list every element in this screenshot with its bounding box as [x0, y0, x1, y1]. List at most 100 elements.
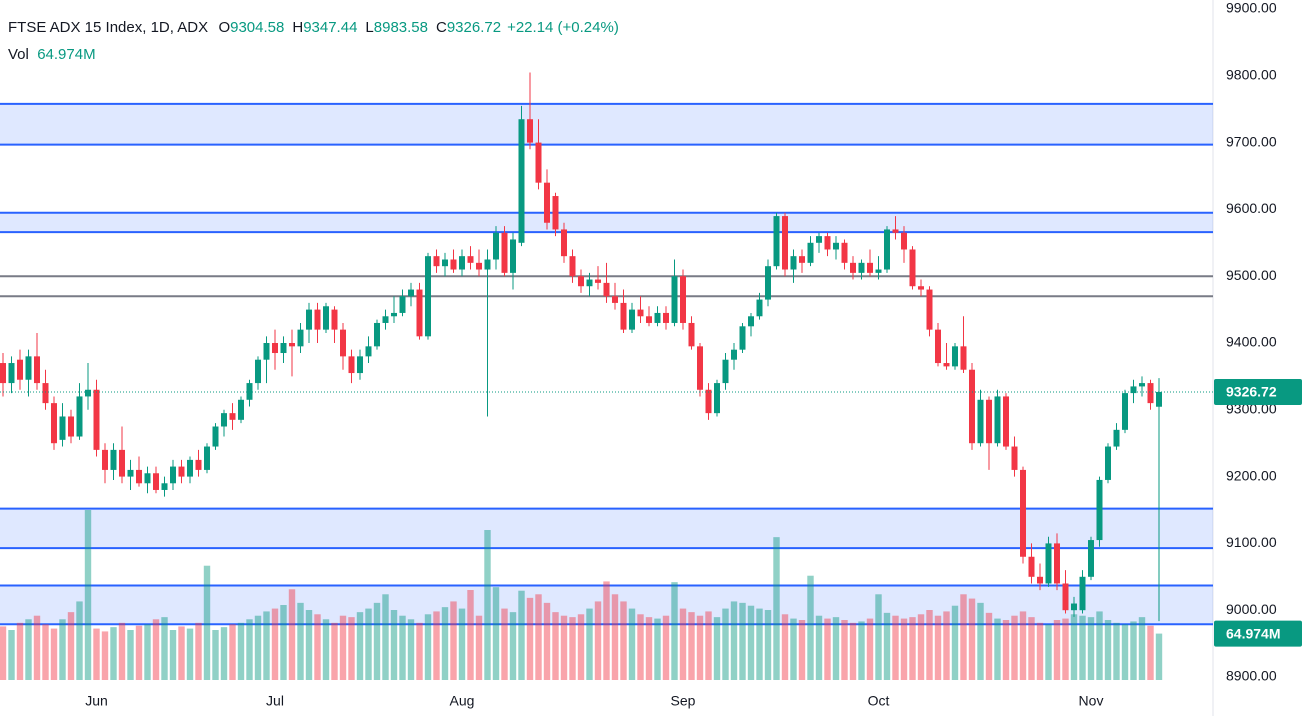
volume-bar [849, 622, 857, 680]
volume-bar [212, 630, 219, 680]
volume-bar [1002, 620, 1010, 680]
change: +22.14 (+0.24%) [507, 19, 619, 36]
candle-body [841, 242, 848, 263]
candle-body [697, 346, 703, 390]
field-key: H [292, 19, 304, 36]
candle-body [331, 309, 338, 330]
volume-bar [628, 608, 636, 680]
volume-bar [50, 628, 58, 680]
candle-body [450, 259, 457, 270]
zone [0, 508, 1213, 549]
volume-bar [33, 615, 41, 680]
volume-bar [1070, 614, 1078, 680]
candle-body [773, 216, 780, 267]
candle-body [986, 399, 992, 444]
candle-body [833, 242, 839, 250]
candle-body [603, 282, 610, 297]
volume-bar [441, 607, 449, 680]
candle-body [501, 232, 508, 273]
candle-body [153, 473, 159, 490]
candle-body [229, 413, 236, 420]
volume-bar [220, 627, 228, 680]
candle-body [654, 312, 661, 323]
candle-body [127, 469, 134, 477]
volume-bar [892, 615, 899, 680]
volume-bar [8, 630, 15, 680]
candle-body [484, 259, 491, 270]
candle-body [382, 316, 389, 323]
volume-bar [356, 612, 364, 680]
volume-bar [263, 611, 270, 680]
volume-bar [620, 601, 627, 680]
candle-body [731, 349, 737, 360]
candle-body [620, 302, 627, 330]
volume-bar [110, 627, 117, 680]
volume-bar [577, 614, 585, 680]
volume-bar [152, 619, 160, 680]
volume-bar [84, 510, 92, 680]
volume-bar [883, 612, 891, 680]
volume-bar [1045, 624, 1052, 680]
volume-bar [1155, 633, 1163, 680]
x-tick-label: Sep [671, 693, 696, 709]
volume-bar [781, 614, 789, 680]
volume-bar [161, 617, 168, 680]
candle-body [1088, 540, 1094, 577]
candle-body [178, 466, 185, 477]
candle-body [246, 383, 253, 400]
candle-body [0, 363, 6, 384]
x-tick-label: Jun [85, 693, 108, 709]
volume-bar [42, 624, 49, 680]
volume-bar [331, 622, 338, 680]
volume-bar [611, 594, 619, 680]
candle-body [909, 249, 916, 287]
volume-bar [713, 617, 721, 680]
volume-bar [985, 612, 993, 680]
candle-body [952, 346, 958, 367]
vol-key: Vol [8, 46, 29, 63]
field-value: 9304.58 [230, 19, 285, 36]
last-price-label: 9326.72 [1226, 384, 1277, 400]
volume-bar [841, 620, 848, 680]
candle-body [42, 383, 49, 404]
volume-bar [16, 622, 24, 680]
volume-bar [271, 608, 279, 680]
ohlc-fields: O9304.58 H9347.44 L8983.58 C9326.72 [216, 19, 507, 36]
candle-body [110, 449, 117, 470]
volume-bar [730, 601, 738, 680]
candle-body [935, 329, 941, 364]
y-tick-label: 9200.00 [1226, 467, 1277, 483]
y-tick-label: 9500.00 [1226, 267, 1277, 283]
legend: FTSE ADX 15 Index, 1D, ADX O9304.58 H9347… [8, 14, 625, 68]
candle-body [756, 299, 763, 317]
candle-body [323, 306, 329, 330]
volume-bar [535, 594, 542, 680]
candle-body [960, 346, 967, 370]
volume-bar [450, 601, 457, 680]
candle-body [297, 329, 304, 347]
volume-bar [662, 615, 670, 680]
volume-bar [552, 612, 559, 680]
volume-bar [560, 615, 568, 680]
volume-bar [586, 608, 593, 680]
y-tick-label: 9700.00 [1226, 133, 1277, 149]
zone [0, 103, 1213, 145]
candle-body [561, 229, 567, 257]
volume-bar [977, 602, 984, 680]
volume-bar [645, 617, 653, 680]
candle-body [416, 289, 423, 337]
candle-body [646, 316, 652, 323]
candle-body [34, 356, 40, 384]
field-key: C [436, 19, 447, 36]
candle-body [442, 259, 448, 267]
volume-bar [798, 620, 806, 680]
candle-body [289, 343, 295, 347]
volume-bar [773, 537, 780, 680]
candle-body [739, 326, 746, 350]
volume-bar [994, 618, 1001, 680]
volume-bar [909, 617, 916, 680]
y-tick-label: 9400.00 [1226, 334, 1277, 350]
volume-bar [492, 587, 500, 680]
